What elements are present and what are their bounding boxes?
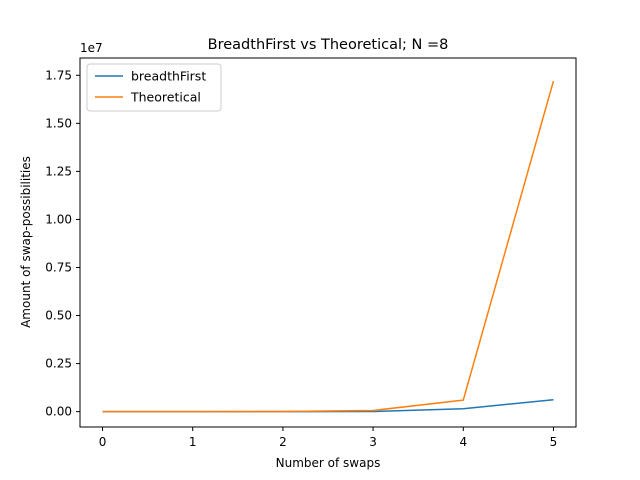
- y-tick-label: 0.25: [45, 357, 72, 371]
- y-tick-label: 0.00: [45, 405, 72, 419]
- series-line-breadthfirst: [102, 398, 554, 413]
- y-tick-label: 1.50: [45, 116, 72, 130]
- x-tick-label: 2: [279, 435, 287, 449]
- legend-label: Theoretical: [130, 90, 201, 105]
- chart-title: BreadthFirst vs Theoretical; N =8: [208, 37, 449, 53]
- legend-label: breadthFirst: [131, 69, 206, 84]
- plot-area: [102, 80, 555, 413]
- x-axis: 0 1 2 3 4 5: [99, 427, 558, 449]
- y-tick-label: 0.75: [45, 260, 72, 274]
- y-tick-label: 0.50: [45, 309, 72, 323]
- x-axis-label: Number of swaps: [276, 456, 381, 470]
- y-tick-label: 1.75: [45, 68, 72, 82]
- legend: breadthFirst Theoretical: [86, 63, 222, 112]
- y-tick-label: 1.25: [45, 164, 72, 178]
- y-tick-label: 1.00: [45, 212, 72, 226]
- x-tick-label: 4: [459, 435, 467, 449]
- x-tick-label: 0: [99, 435, 107, 449]
- y-offset-label: 1e7: [80, 41, 103, 55]
- x-tick-label: 5: [550, 435, 558, 449]
- y-axis: 0.00 0.25 0.50 0.75 1.00 1.25 1.50 1.75: [45, 68, 80, 419]
- plot-frame: [79, 57, 577, 428]
- y-axis-label: Amount of swap-possibilities: [19, 156, 33, 328]
- x-tick-label: 3: [369, 435, 377, 449]
- x-tick-label: 1: [189, 435, 197, 449]
- series-line-theoretical: [102, 80, 555, 413]
